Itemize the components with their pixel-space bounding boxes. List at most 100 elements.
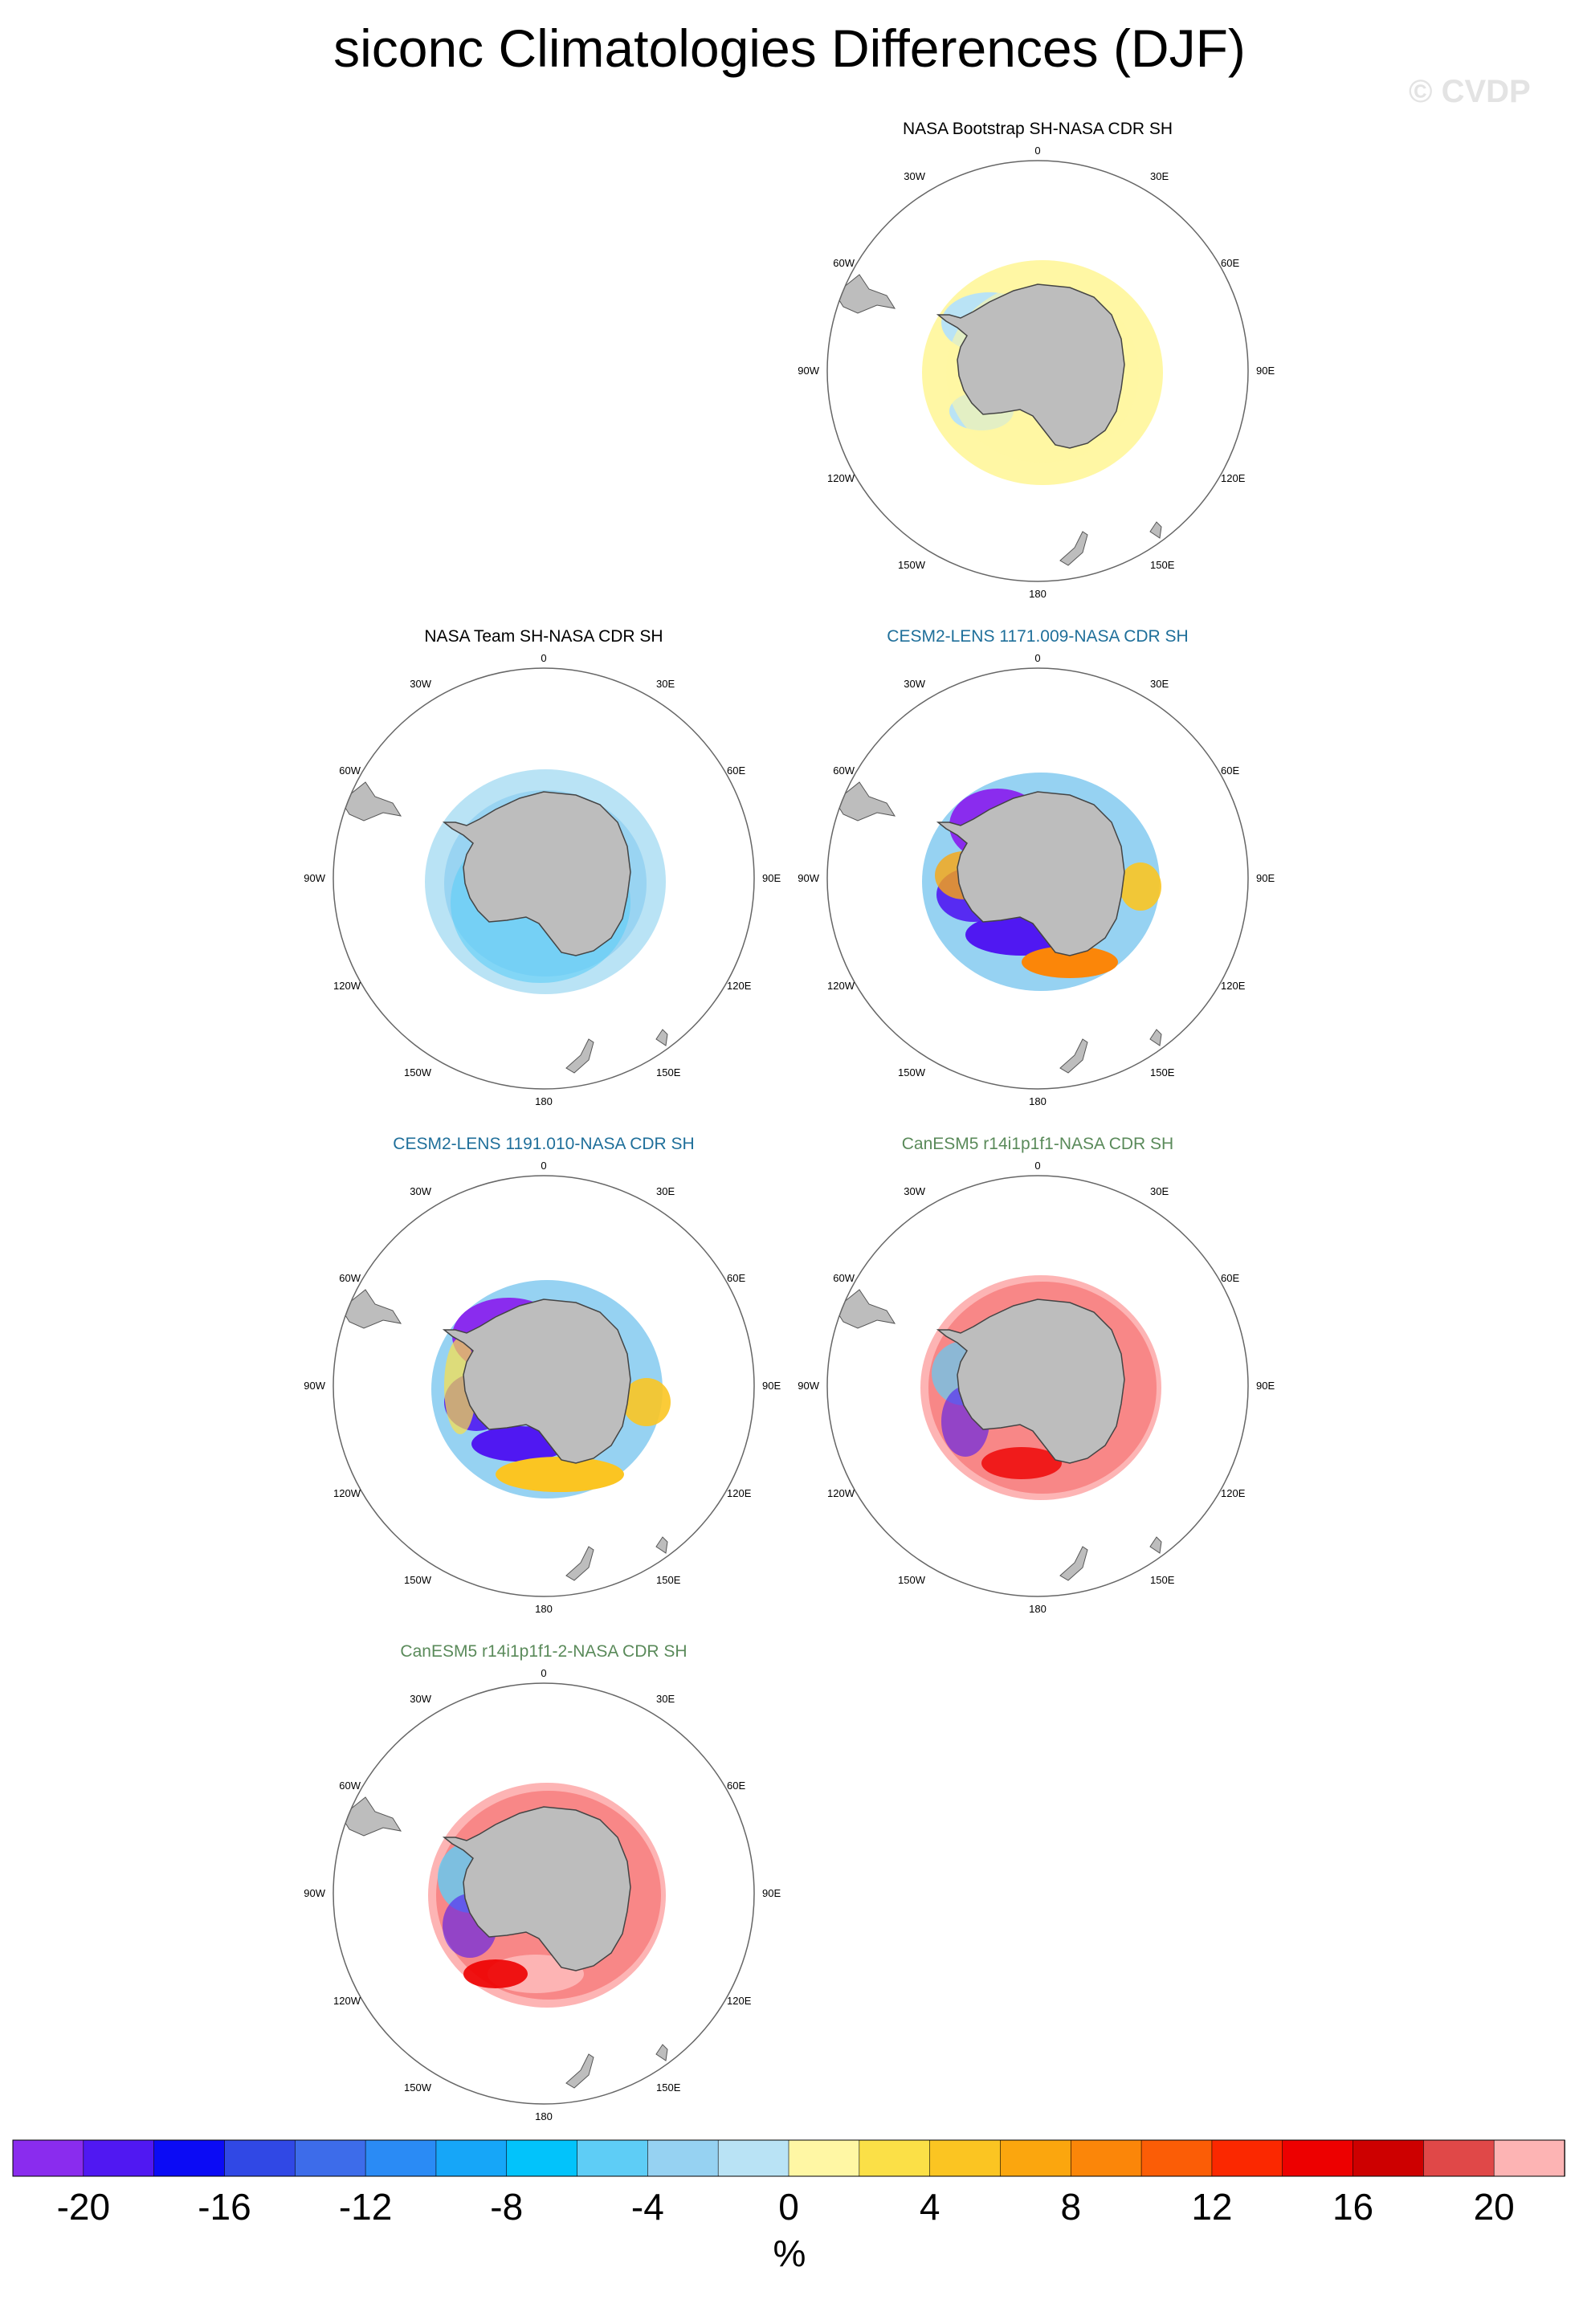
- lon-label-top: 0: [541, 652, 546, 664]
- anomaly-patch: [1022, 946, 1118, 978]
- watermark: © CVDP: [1409, 74, 1531, 109]
- map-panel-canesm5: CanESM5 r14i1p1f1-NASA CDR SH 0 180 90W 90E…: [797, 1134, 1279, 1624]
- colorbar-swatch: [1353, 2139, 1425, 2177]
- colorbar-tick-label: 20: [1474, 2186, 1515, 2228]
- lon-label-br1: 120E: [1221, 980, 1246, 992]
- colorbar-swatch: [929, 2139, 1002, 2177]
- lon-label-bl1: 120W: [333, 1487, 361, 1499]
- south-america-landmass: [341, 1796, 402, 1837]
- colorbar-tick-label: 12: [1191, 2186, 1232, 2228]
- lon-label-left: 90W: [798, 1380, 819, 1392]
- map-panel-cesm2-1191: CESM2-LENS 1191.010-NASA CDR SH 0 180 90W 9…: [303, 1134, 785, 1624]
- lon-label-bl2: 150W: [898, 1066, 926, 1078]
- colorbar-swatch: [1070, 2139, 1142, 2177]
- colorbar-swatch: [1423, 2139, 1495, 2177]
- lon-label-br1: 120E: [727, 1995, 752, 2007]
- lon-label-bottom: 180: [1029, 588, 1047, 600]
- map-border: [333, 1682, 755, 2105]
- map-panel-bootstrap: NASA Bootstrap SH-NASA CDR SH 0 180 90W 90E…: [797, 119, 1279, 609]
- antarctica-landmass: [936, 283, 1125, 449]
- panel-title: NASA Team SH-NASA CDR SH: [424, 627, 663, 646]
- australia-edge: [1149, 1536, 1162, 1554]
- antarctica-landmass: [442, 1299, 631, 1464]
- anomaly-patch: [622, 1378, 671, 1426]
- lon-label-tl1: 30W: [410, 1185, 431, 1197]
- lon-label-br2: 150E: [656, 1066, 681, 1078]
- lon-label-top: 0: [1034, 652, 1040, 664]
- colorbar-tick-label: 0: [778, 2186, 799, 2228]
- polar-map: 0 180 90W 90E 30W 30E 60W 60E 120W 120E 150W 150E: [304, 652, 781, 1107]
- lon-label-tl2: 60W: [833, 1272, 855, 1284]
- lon-label-bl1: 120W: [333, 980, 361, 992]
- colorbar-tick-label: -20: [57, 2186, 110, 2228]
- polar-map: 0 180 90W 90E 30W 30E 60W 60E 120W 120E 150W 150E: [798, 1160, 1275, 1615]
- antarctica-landmass: [442, 791, 631, 956]
- lon-label-left: 90W: [304, 1380, 325, 1392]
- panel-title: CESM2-LENS 1191.010-NASA CDR SH: [393, 1135, 695, 1153]
- colorbar-swatch: [224, 2139, 296, 2177]
- lon-label-top: 0: [541, 1160, 546, 1172]
- lon-label-bl1: 120W: [827, 1487, 855, 1499]
- colorbar-swatch: [153, 2139, 226, 2177]
- colorbar-swatch: [717, 2139, 790, 2177]
- lon-label-tr2: 60E: [727, 1780, 745, 1792]
- new-zealand-landmass: [1059, 1038, 1088, 1074]
- map-panel-canesm5-2: CanESM5 r14i1p1f1-2-NASA CDR SH 0 180 90W 9…: [303, 1641, 785, 2131]
- panel-title: CanESM5 r14i1p1f1-2-NASA CDR SH: [400, 1642, 687, 1661]
- colorbar-swatch: [647, 2139, 719, 2177]
- lon-label-tr1: 30E: [1150, 678, 1169, 690]
- lon-label-bottom: 180: [1029, 1095, 1047, 1107]
- colorbar-swatch: [506, 2139, 578, 2177]
- colorbar-swatch: [12, 2139, 84, 2177]
- anomaly-patch: [981, 1447, 1062, 1479]
- lon-label-tl2: 60W: [833, 257, 855, 269]
- colorbar-swatch: [859, 2139, 931, 2177]
- colorbar-tick-label: -4: [631, 2186, 664, 2228]
- australia-edge: [655, 1536, 668, 1554]
- lon-label-tl1: 30W: [904, 1185, 925, 1197]
- lon-label-br2: 150E: [656, 1574, 681, 1586]
- panel-title: CESM2-LENS 1171.009-NASA CDR SH: [887, 627, 1189, 646]
- australia-edge: [1149, 1029, 1162, 1046]
- lon-label-right: 90E: [1256, 872, 1275, 884]
- lon-label-tr2: 60E: [1221, 257, 1239, 269]
- colorbar-tick-label: -16: [198, 2186, 251, 2228]
- lon-label-bl2: 150W: [404, 2081, 432, 2094]
- colorbar-swatch: [365, 2139, 437, 2177]
- lon-label-bl2: 150W: [898, 559, 926, 571]
- colorbar-swatch: [294, 2139, 366, 2177]
- lon-label-tl1: 30W: [904, 678, 925, 690]
- lon-label-tl2: 60W: [833, 764, 855, 777]
- colorbar-tick-label: -12: [339, 2186, 392, 2228]
- lon-label-tr2: 60E: [727, 764, 745, 777]
- colorbar-swatch: [1140, 2139, 1213, 2177]
- lon-label-tr2: 60E: [727, 1272, 745, 1284]
- lon-label-bottom: 180: [1029, 1603, 1047, 1615]
- lon-label-bottom: 180: [535, 1603, 553, 1615]
- colorbar-swatch: [788, 2139, 860, 2177]
- australia-edge: [655, 2044, 668, 2061]
- panel-title: NASA Bootstrap SH-NASA CDR SH: [902, 120, 1173, 138]
- lon-label-tl2: 60W: [339, 1272, 361, 1284]
- colorbar-swatch: [435, 2139, 508, 2177]
- new-zealand-landmass: [565, 1546, 594, 1581]
- lon-label-bl1: 120W: [827, 472, 855, 484]
- lon-label-bl1: 120W: [333, 1995, 361, 2007]
- lon-label-tl1: 30W: [904, 170, 925, 182]
- lon-label-tl1: 30W: [410, 678, 431, 690]
- lon-label-tr1: 30E: [656, 1693, 675, 1705]
- antarctica-landmass: [442, 1806, 631, 1971]
- lon-label-tr1: 30E: [656, 678, 675, 690]
- south-america-landmass: [834, 1289, 896, 1329]
- map-border: [333, 667, 755, 1090]
- lon-label-br1: 120E: [727, 1487, 752, 1499]
- australia-edge: [1149, 521, 1162, 539]
- lon-label-left: 90W: [798, 872, 819, 884]
- anomaly-patch: [496, 1457, 624, 1492]
- south-america-landmass: [834, 781, 896, 822]
- colorbar-swatch: [1000, 2139, 1072, 2177]
- colorbar-swatch: [83, 2139, 155, 2177]
- colorbar-unit: %: [773, 2232, 806, 2274]
- lon-label-top: 0: [541, 1667, 546, 1679]
